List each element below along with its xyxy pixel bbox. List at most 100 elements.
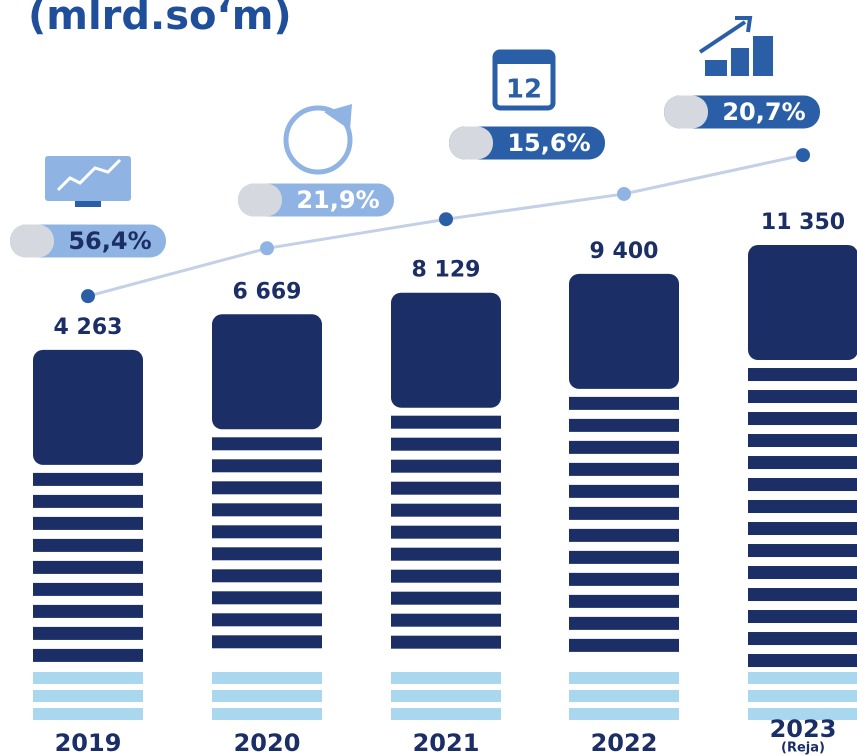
bar-block	[391, 292, 501, 408]
icon-monitor	[45, 156, 131, 207]
bar-stripe-light	[748, 690, 857, 702]
bar-stripe-light	[391, 708, 501, 720]
bar-stripe	[33, 560, 143, 574]
bar-stripe	[748, 566, 857, 580]
bar-stripe-light	[33, 690, 143, 702]
bar-stripe	[391, 481, 501, 495]
bar-stripe-light	[569, 708, 679, 720]
bar-stripe-light	[33, 708, 143, 720]
trend-dot	[81, 289, 95, 304]
x-tick-label: 2019	[55, 729, 122, 756]
bar-stripe-light	[569, 690, 679, 702]
bar-stripe	[748, 390, 857, 404]
bar-stripe	[212, 613, 322, 627]
bar-block	[748, 245, 857, 361]
svg-text:12: 12	[506, 75, 542, 105]
bar	[748, 245, 857, 720]
bar-stripe	[212, 525, 322, 539]
value-label: 6 669	[233, 279, 302, 304]
bar-stripe	[748, 544, 857, 558]
bar-stripe-light	[748, 672, 857, 684]
pill-cap	[10, 224, 54, 258]
trend-dot	[260, 241, 274, 256]
value-label: 9 400	[590, 239, 659, 264]
bar-stripe	[212, 503, 322, 517]
bar	[569, 273, 679, 720]
bar-stripe	[391, 525, 501, 539]
bar-stripe-light	[212, 672, 322, 684]
pill-cap	[238, 183, 282, 217]
bar-stripe	[748, 610, 857, 624]
x-tick-label: 2020	[234, 729, 301, 756]
bar-stripe	[748, 654, 857, 668]
chart-title: (mlrd.so‘m)	[28, 0, 292, 39]
bar-stripe	[748, 632, 857, 646]
x-tick-label: 2023	[770, 715, 837, 743]
trend-dot	[796, 148, 810, 163]
bar	[391, 292, 501, 720]
bar-block	[569, 273, 679, 389]
pill-cap	[664, 95, 708, 129]
bar-stripe-light	[391, 672, 501, 684]
bar-stripe	[748, 522, 857, 536]
bar-stripe	[569, 528, 679, 542]
bar-stripe	[212, 459, 322, 473]
bar-stripe	[748, 456, 857, 470]
bar-stripe	[391, 613, 501, 627]
bar-stripe	[569, 594, 679, 608]
bar-stripe	[391, 569, 501, 583]
bar-stripe	[569, 484, 679, 498]
bar-stripe	[748, 588, 857, 602]
bar-stripe	[569, 616, 679, 630]
bar-stripe	[748, 434, 857, 448]
value-label: 8 129	[412, 258, 481, 283]
bar-stripe	[569, 506, 679, 520]
bar-stripe-light	[212, 708, 322, 720]
bar-stripe	[212, 481, 322, 495]
icon-growth	[698, 16, 773, 76]
bar-stripe-light	[212, 690, 322, 702]
value-label: 11 350	[761, 210, 845, 235]
growth-label: 56,4%	[68, 227, 151, 255]
bar-stripe	[569, 638, 679, 652]
bar-stripe	[391, 635, 501, 649]
bar-stripe	[212, 437, 322, 451]
trend-dot	[439, 212, 453, 227]
trend-dot	[617, 186, 631, 201]
bar-stripe-light	[33, 672, 143, 684]
bar-stripe	[212, 635, 322, 649]
bar	[212, 314, 322, 720]
bar-stripe	[212, 591, 322, 605]
bar-stripe	[569, 418, 679, 432]
bar-stripe	[391, 459, 501, 473]
bar-stripe	[748, 500, 857, 514]
bar-stripe-light	[748, 708, 857, 720]
growth-label: 21,9%	[296, 186, 379, 214]
bar-stripe	[391, 415, 501, 429]
bar-stripe	[33, 538, 143, 552]
bar	[33, 349, 143, 720]
x-tick-label: 2022	[591, 729, 658, 756]
bar-stripe	[33, 472, 143, 486]
bar-stripe	[33, 604, 143, 618]
bar-stripe	[391, 437, 501, 451]
bar-stripe	[391, 591, 501, 605]
bar-stripe	[748, 412, 857, 426]
bar-stripe	[569, 462, 679, 476]
value-label: 4 263	[54, 315, 123, 340]
bar-stripe	[212, 547, 322, 561]
bar-stripe	[391, 503, 501, 517]
pill-cap	[449, 126, 493, 160]
bar-stripe	[33, 648, 143, 662]
bar-stripe-light	[569, 672, 679, 684]
growth-label: 15,6%	[507, 129, 590, 157]
bar-stripe	[748, 368, 857, 382]
category-note: (Reja)	[781, 741, 825, 756]
bar-stripe	[33, 582, 143, 596]
bar-stripe	[748, 478, 857, 492]
bar-block	[212, 314, 322, 430]
bar-stripe-light	[391, 690, 501, 702]
bar-stripe	[33, 516, 143, 530]
bar-stripe	[569, 440, 679, 454]
